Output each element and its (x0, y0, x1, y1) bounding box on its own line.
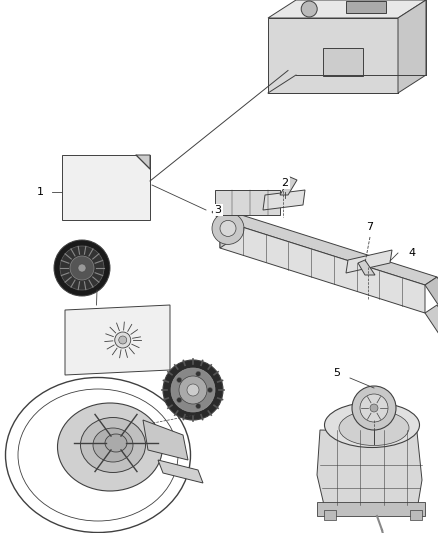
Polygon shape (220, 220, 425, 313)
Polygon shape (268, 18, 398, 93)
Circle shape (163, 360, 223, 420)
Polygon shape (215, 190, 280, 215)
Bar (410, 510, 422, 520)
Polygon shape (425, 277, 438, 315)
Polygon shape (62, 155, 150, 220)
Polygon shape (220, 212, 232, 248)
Polygon shape (358, 260, 375, 275)
Polygon shape (268, 0, 426, 18)
Circle shape (179, 376, 207, 404)
Circle shape (360, 394, 388, 422)
Text: 1: 1 (36, 187, 43, 197)
Polygon shape (65, 305, 170, 375)
Text: 7: 7 (367, 222, 374, 232)
Ellipse shape (57, 403, 162, 491)
Polygon shape (346, 250, 392, 273)
Circle shape (70, 256, 94, 280)
Polygon shape (220, 212, 437, 285)
Circle shape (177, 398, 182, 402)
Circle shape (115, 332, 131, 348)
Circle shape (187, 384, 199, 396)
Circle shape (212, 212, 244, 245)
Text: 5: 5 (333, 368, 340, 378)
Polygon shape (136, 155, 150, 169)
Circle shape (220, 221, 236, 237)
Polygon shape (346, 2, 386, 13)
Circle shape (208, 387, 212, 392)
Circle shape (54, 240, 110, 296)
Text: 3: 3 (215, 205, 222, 215)
Circle shape (196, 372, 201, 376)
Polygon shape (212, 195, 242, 225)
Ellipse shape (105, 434, 127, 452)
Circle shape (60, 246, 104, 290)
Text: 4: 4 (409, 248, 416, 258)
Circle shape (301, 1, 317, 17)
Text: 2: 2 (282, 178, 289, 188)
Polygon shape (317, 430, 422, 510)
Circle shape (352, 386, 396, 430)
Polygon shape (280, 177, 297, 195)
Ellipse shape (93, 428, 133, 462)
Circle shape (119, 336, 127, 344)
Circle shape (78, 264, 86, 272)
Polygon shape (398, 0, 426, 93)
Ellipse shape (339, 410, 409, 446)
Polygon shape (263, 190, 305, 210)
Circle shape (370, 404, 378, 412)
Circle shape (196, 403, 201, 409)
Polygon shape (143, 420, 188, 460)
Ellipse shape (81, 417, 145, 472)
Bar (317, 502, 425, 516)
Circle shape (171, 368, 215, 412)
Polygon shape (323, 48, 363, 76)
Ellipse shape (325, 402, 420, 448)
Polygon shape (425, 305, 438, 343)
Circle shape (177, 377, 182, 383)
Bar (324, 510, 336, 520)
Polygon shape (158, 460, 203, 483)
